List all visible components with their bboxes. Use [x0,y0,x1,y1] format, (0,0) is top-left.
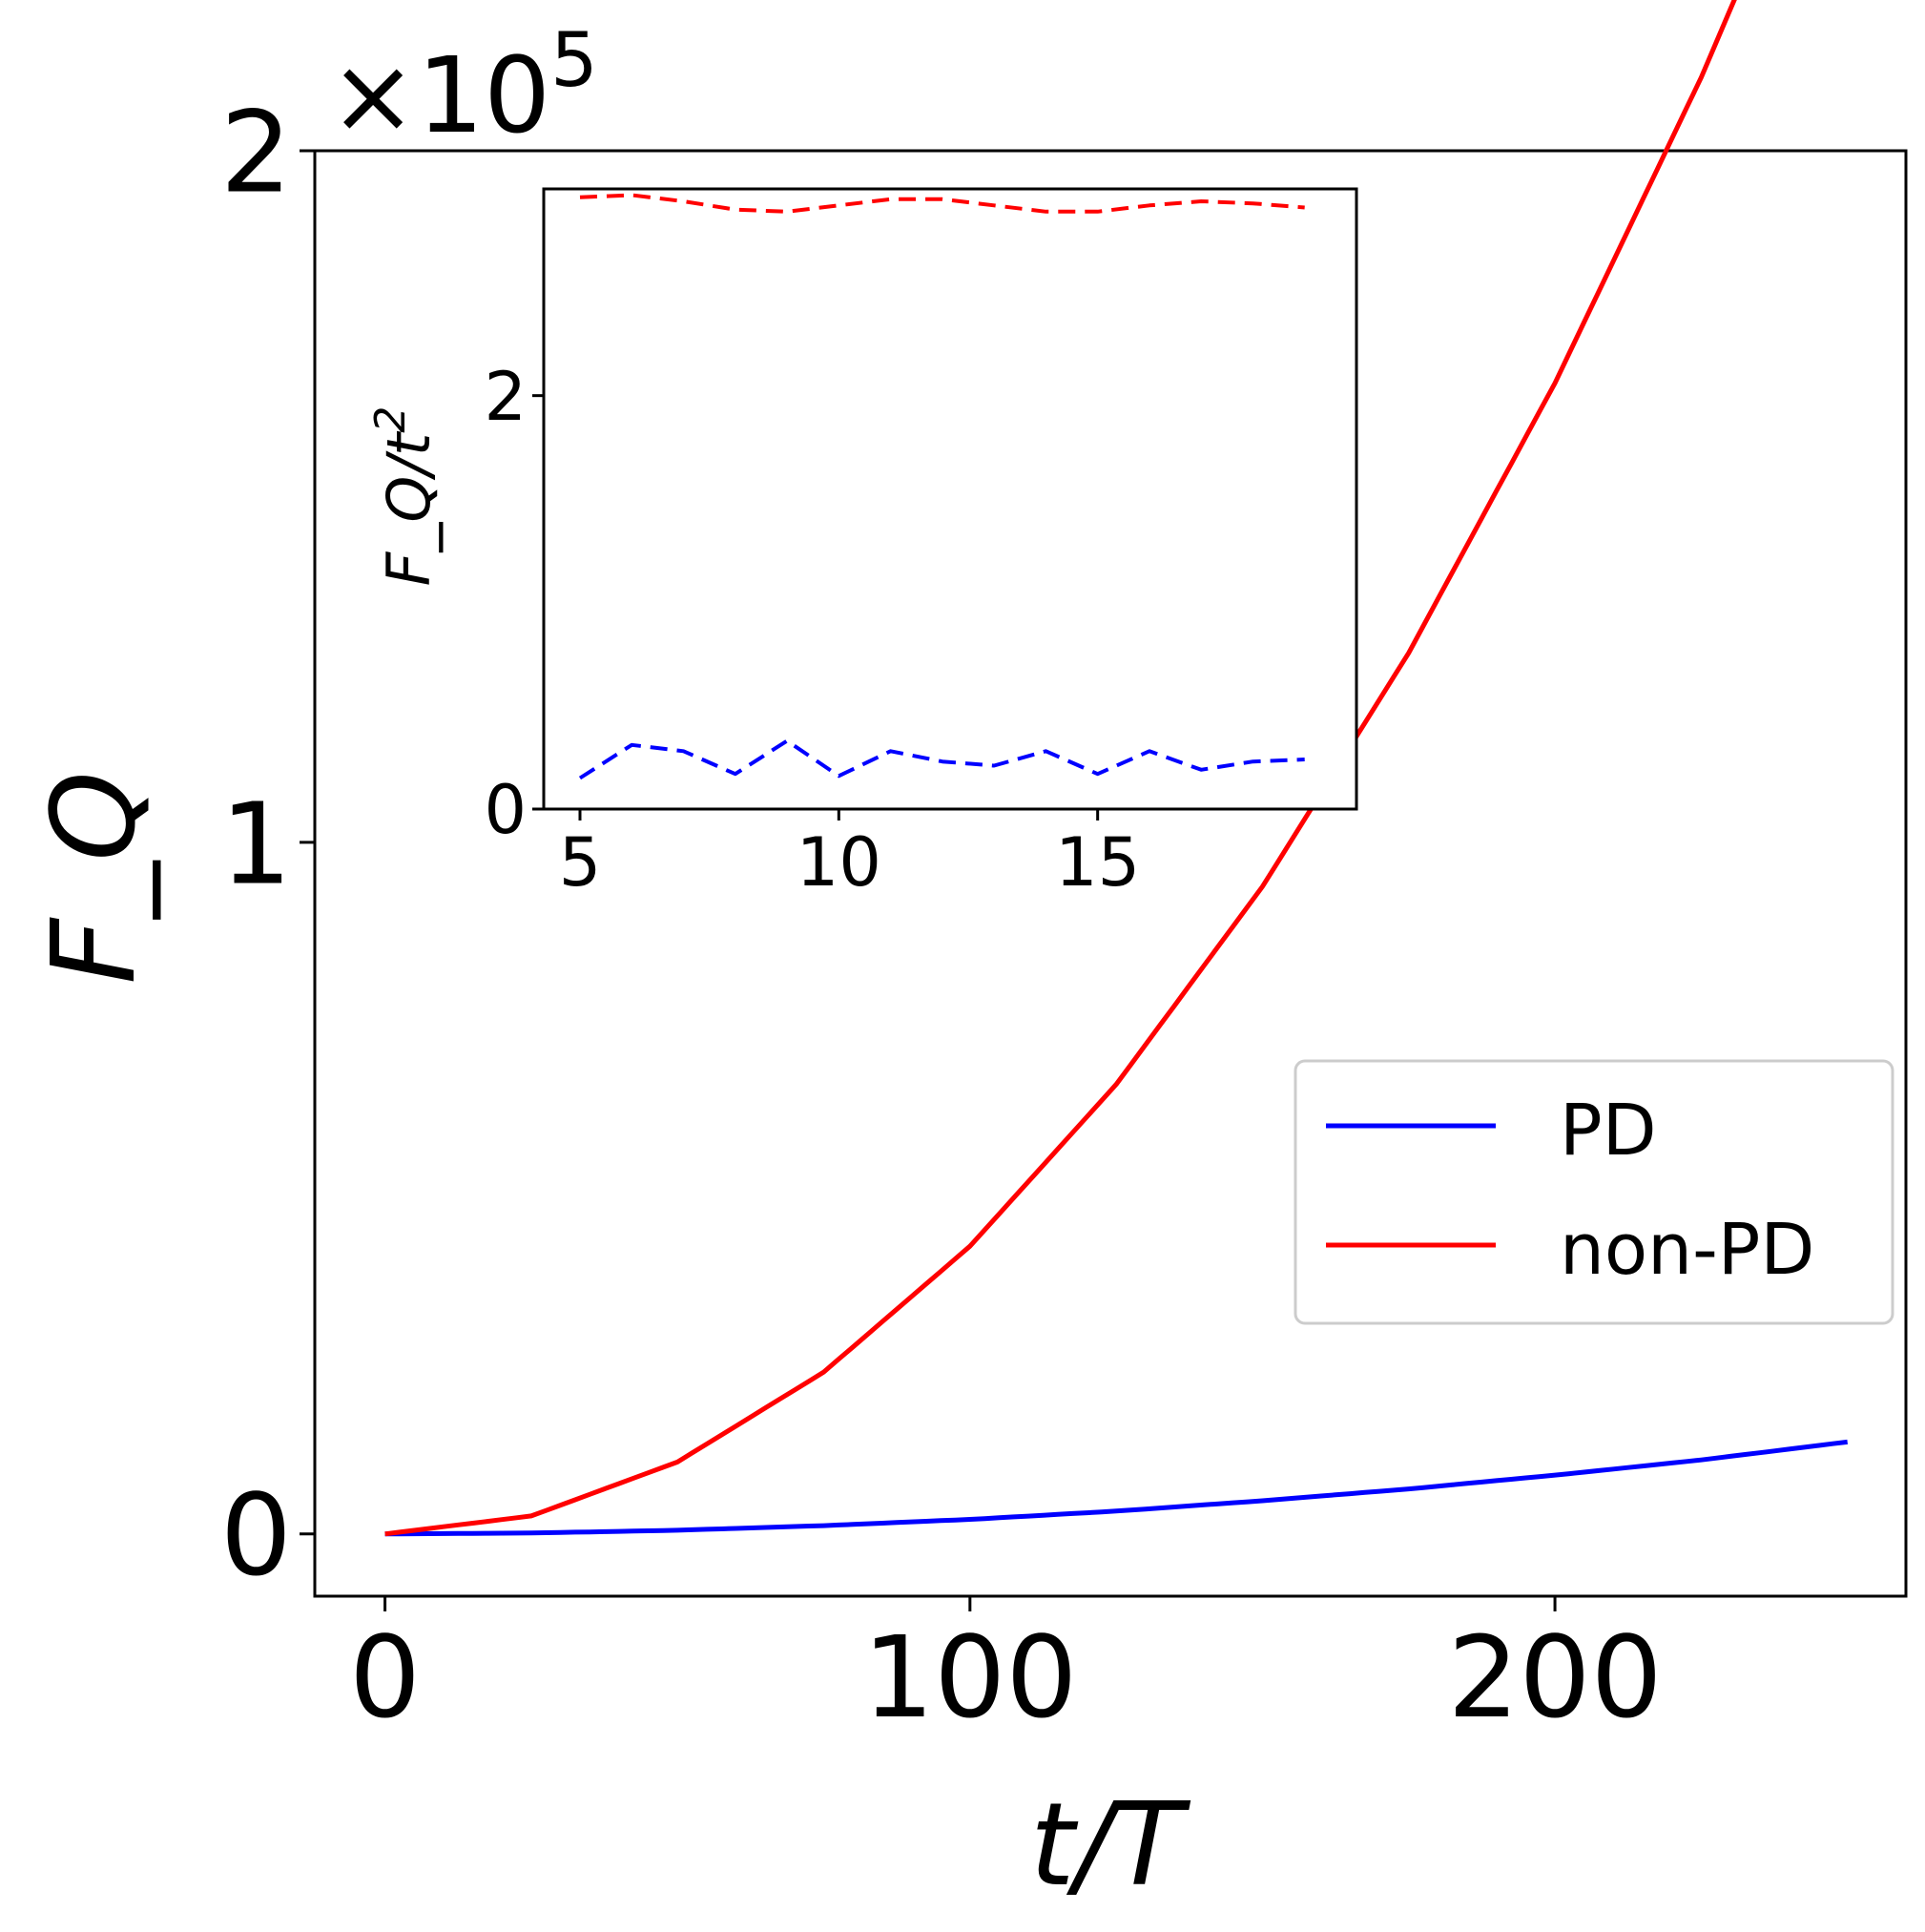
inset-x-tick-label: 15 [1055,823,1140,902]
main-series-line-pd [384,1439,1848,1537]
legend-label-pd: PD [1560,1090,1657,1172]
y-axis-label: F_Q [29,771,161,984]
y-multiplier: ×105 [329,18,598,156]
main-x-tick-label: 200 [1447,1611,1662,1743]
inset-x-tick-label: 5 [559,823,602,902]
inset-series-lines [578,193,1305,780]
x-axis-label: t/T [1030,1779,1191,1912]
inset-plot-frame [542,187,1358,811]
inset-x-tick-label: 10 [797,823,881,902]
main-plot-frame [313,149,1908,1598]
main-x-tick-label: 0 [349,1611,421,1743]
inset-series-line-pd [578,738,1305,780]
legend-label-non-pd: non-PD [1560,1209,1814,1291]
main-y-tick-label: 2 [220,86,292,218]
inset-ticks: 5 10 15 0 2 [484,358,1140,902]
inset-series-line-non-pd [579,193,1305,214]
main-y-tick-label: 1 [220,778,292,909]
inset-y-tick-label: 0 [484,771,527,849]
main-x-tick-label: 100 [862,1611,1077,1743]
main-series-line-non-pd [384,0,1737,1537]
legend: PD non-PD [1294,1059,1894,1325]
inset-y-axis-label: F_Q/t2 [366,406,444,587]
main-series-lines [384,0,1848,1537]
main-y-tick-label: 0 [220,1469,292,1601]
inset-y-tick-label: 2 [484,358,527,436]
